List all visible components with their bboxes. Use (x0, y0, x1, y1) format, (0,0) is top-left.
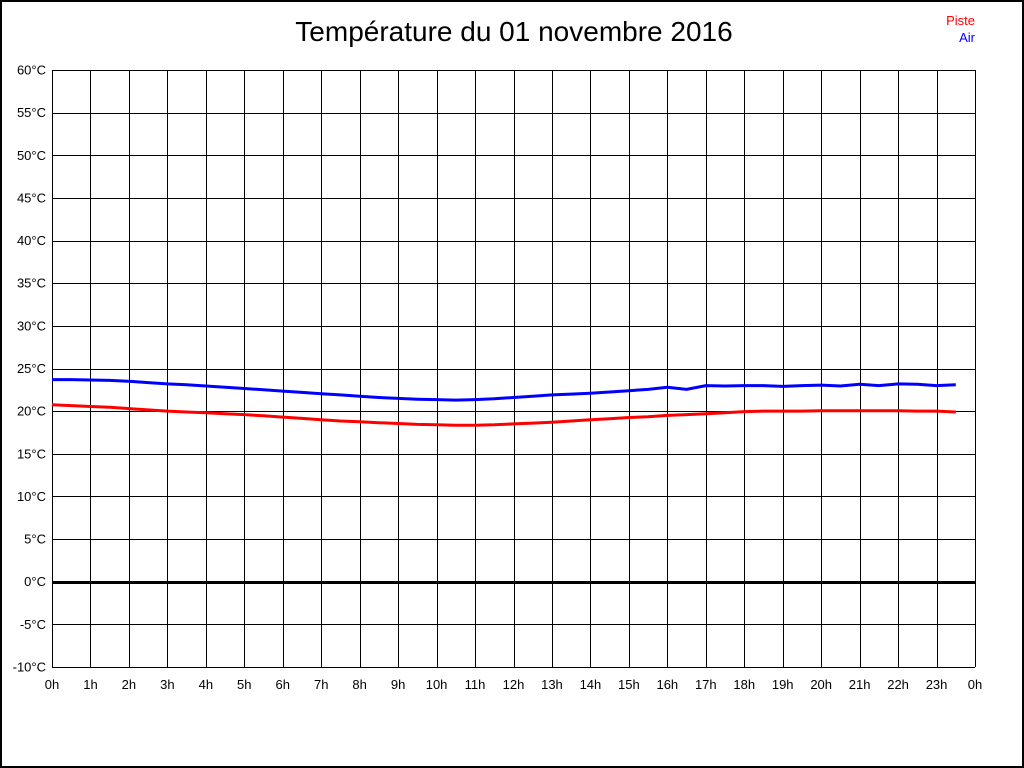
x-tick-label: 6h (276, 677, 290, 692)
x-tick-label: 0h (45, 677, 59, 692)
x-tick-label: 7h (314, 677, 328, 692)
x-tick-label: 10h (426, 677, 448, 692)
y-tick-label: -10°C (13, 660, 46, 675)
y-tick-label: 5°C (24, 532, 46, 547)
x-tick-label: 12h (503, 677, 525, 692)
x-tick-label: 5h (237, 677, 251, 692)
legend: Piste Air (946, 12, 975, 46)
series-line-piste (51, 403, 956, 427)
x-tick-label: 9h (391, 677, 405, 692)
x-tick-label: 17h (695, 677, 717, 692)
x-tick-label: 13h (541, 677, 563, 692)
y-tick-label: 50°C (17, 148, 46, 163)
y-tick-label: 55°C (17, 105, 46, 120)
y-axis-labels: 60°C 55°C 50°C 45°C 40°C 35°C 30°C 25°C 20°C 15°C… (13, 63, 46, 675)
x-tick-label: 23h (926, 677, 948, 692)
x-tick-label: 22h (887, 677, 909, 692)
x-tick-label: 15h (618, 677, 640, 692)
legend-item-piste: Piste (946, 13, 975, 28)
legend-item-air: Air (959, 30, 975, 45)
x-tick-label: 1h (83, 677, 97, 692)
x-tick-label: 4h (199, 677, 213, 692)
x-tick-label: 3h (160, 677, 174, 692)
x-tick-label: 21h (849, 677, 871, 692)
series-line-air (52, 378, 956, 402)
x-tick-label: 18h (733, 677, 755, 692)
chart-title: Température du 01 novembre 2016 (295, 16, 733, 47)
x-tick-label: 11h (465, 677, 486, 692)
y-tick-label: 35°C (17, 276, 46, 291)
y-tick-label: 30°C (17, 318, 46, 333)
x-tick-label: 16h (656, 677, 678, 692)
y-tick-label: 20°C (17, 404, 46, 419)
y-tick-label: 40°C (17, 233, 46, 248)
y-tick-label: 60°C (17, 63, 46, 78)
horizontal-gridlines (52, 70, 975, 668)
x-tick-label: 14h (580, 677, 602, 692)
x-tick-label: 0h (968, 677, 982, 692)
x-tick-label: 19h (772, 677, 794, 692)
x-tick-label: 20h (810, 677, 832, 692)
x-tick-label: 8h (352, 677, 366, 692)
x-tick-label: 2h (122, 677, 136, 692)
y-tick-label: -5°C (20, 617, 46, 632)
x-axis-labels: 0h 1h 2h 3h 4h 5h 6h 7h 8h 9h 10h 11h 12h 13h 14h 15h 16… (45, 677, 982, 692)
y-tick-label: 25°C (17, 361, 46, 376)
y-tick-label: 45°C (17, 190, 46, 205)
y-tick-label: 0°C (24, 574, 46, 589)
y-tick-label: 15°C (17, 446, 46, 461)
y-tick-label: 10°C (17, 489, 46, 504)
vertical-gridlines (52, 70, 976, 667)
